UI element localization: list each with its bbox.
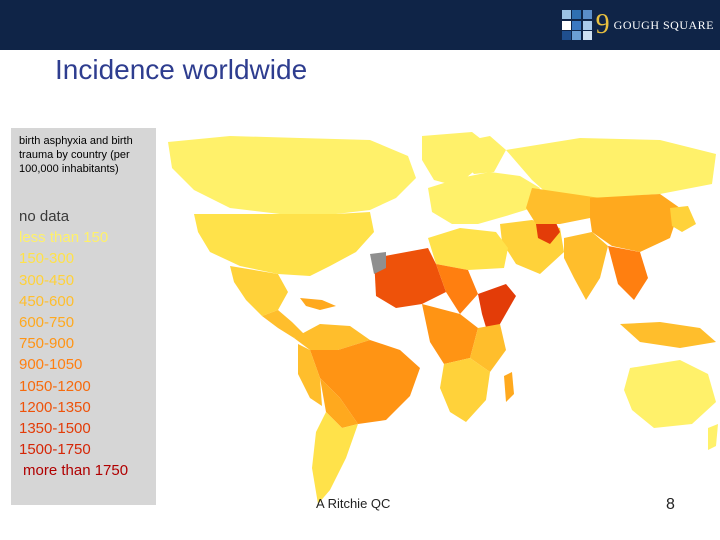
map-region-afghanistan xyxy=(536,218,560,244)
map-region-caribbean xyxy=(300,298,336,310)
map-region-central-africa xyxy=(422,304,478,364)
map-region-sahel xyxy=(436,264,478,314)
legend-item: 1200-1350 xyxy=(19,398,91,416)
logo-grid-square xyxy=(572,31,582,40)
map-region-usa xyxy=(194,212,374,276)
legend-item: 450-600 xyxy=(19,292,75,310)
page-number: 8 xyxy=(666,496,675,513)
map-region-canada xyxy=(168,136,416,214)
legend-item: 1050-1200 xyxy=(19,377,91,395)
map-region-russia xyxy=(506,138,716,198)
legend-item: more than 1750 xyxy=(23,462,129,480)
header-bar: 9 GOUGH SQUARE xyxy=(0,0,720,50)
legend-item: no data xyxy=(19,208,70,225)
logo-grid-square xyxy=(572,20,582,30)
legend-item: 300-450 xyxy=(19,271,75,289)
map-region-east-africa xyxy=(470,324,506,372)
map-region-central-asia xyxy=(526,188,600,224)
legend-list: no data less than 150 150-300 300-450 450-60… xyxy=(19,206,128,482)
map-region-north-africa xyxy=(428,228,508,270)
map-region-brazil xyxy=(310,340,420,424)
map-region-north-south-america xyxy=(294,324,370,350)
map-region-central-america xyxy=(262,310,304,338)
map-region-southern-africa xyxy=(440,358,490,422)
legend-caption: birth asphyxia and birth trauma by count… xyxy=(19,135,133,175)
map-legend: birth asphyxia and birth trauma by count… xyxy=(11,128,156,505)
world-map xyxy=(168,132,718,504)
legend-item: 1350-1500 xyxy=(19,420,91,438)
map-region-southern-cone xyxy=(312,412,358,504)
map-region-madagascar xyxy=(504,372,514,402)
logo-grid-square xyxy=(582,10,592,19)
logo-number: 9 xyxy=(595,9,610,40)
legend-item: 900-1050 xyxy=(19,356,83,374)
map-region-andes xyxy=(298,344,322,406)
logo-text: GOUGH SQUARE xyxy=(613,17,714,32)
legend-item: less than 150 xyxy=(19,229,109,247)
legend-item: 150-300 xyxy=(19,250,75,268)
legend-item: 600-750 xyxy=(19,314,75,332)
legend-item: 1500-1750 xyxy=(19,441,91,459)
map-region-korea-japan xyxy=(670,206,696,232)
footer-author: A Ritchie QC xyxy=(316,496,391,511)
logo-grid-mark xyxy=(561,10,592,40)
map-region-india xyxy=(564,232,608,300)
logo-grid-square xyxy=(572,10,582,19)
logo-grid-square xyxy=(582,20,592,30)
map-region-west-africa xyxy=(374,248,446,308)
map-region-no-data-west-sahara xyxy=(370,252,386,274)
logo-grid-square xyxy=(561,31,571,40)
map-region-mexico xyxy=(230,266,288,316)
logo-grid-square xyxy=(561,10,571,19)
legend-item: 750-900 xyxy=(19,335,75,353)
map-region-europe xyxy=(428,172,540,224)
map-region-horn-of-africa xyxy=(478,284,516,334)
map-region-china xyxy=(590,194,680,252)
map-region-new-zealand xyxy=(708,424,718,450)
map-region-scandinavia xyxy=(460,136,506,174)
slide-title: Incidence worldwide xyxy=(55,54,308,85)
map-region-southeast-asia xyxy=(608,246,648,300)
map-region-indonesia xyxy=(620,322,716,348)
logo-grid-square xyxy=(561,20,571,30)
logo-grid-square xyxy=(582,31,592,40)
gough-square-logo: 9 GOUGH SQUARE xyxy=(561,8,714,42)
map-region-australia xyxy=(624,360,716,428)
